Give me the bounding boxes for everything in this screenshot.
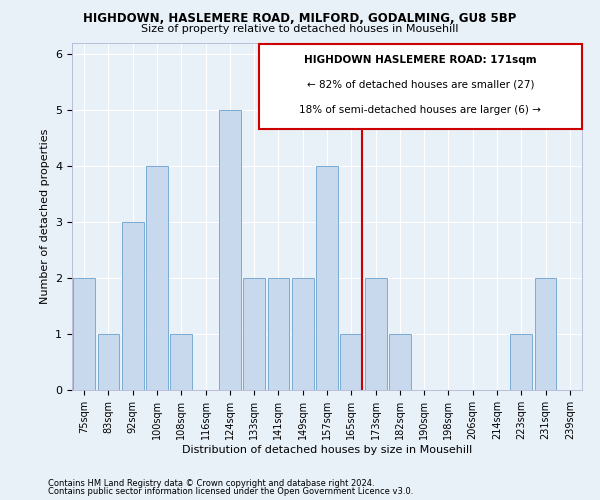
Text: Size of property relative to detached houses in Mousehill: Size of property relative to detached ho… — [141, 24, 459, 34]
Bar — [122, 222, 143, 390]
Bar — [316, 166, 338, 390]
Bar — [170, 334, 192, 390]
Bar — [511, 334, 532, 390]
Bar — [535, 278, 556, 390]
Y-axis label: Number of detached properties: Number of detached properties — [40, 128, 50, 304]
Text: Contains public sector information licensed under the Open Government Licence v3: Contains public sector information licen… — [48, 487, 413, 496]
Bar — [389, 334, 411, 390]
Bar — [340, 334, 362, 390]
FancyBboxPatch shape — [259, 44, 581, 130]
Bar — [97, 334, 119, 390]
Text: 18% of semi-detached houses are larger (6) →: 18% of semi-detached houses are larger (… — [299, 105, 541, 115]
Bar — [146, 166, 168, 390]
Text: HIGHDOWN, HASLEMERE ROAD, MILFORD, GODALMING, GU8 5BP: HIGHDOWN, HASLEMERE ROAD, MILFORD, GODAL… — [83, 12, 517, 26]
Text: Contains HM Land Registry data © Crown copyright and database right 2024.: Contains HM Land Registry data © Crown c… — [48, 478, 374, 488]
Bar — [219, 110, 241, 390]
X-axis label: Distribution of detached houses by size in Mousehill: Distribution of detached houses by size … — [182, 444, 472, 454]
Text: HIGHDOWN HASLEMERE ROAD: 171sqm: HIGHDOWN HASLEMERE ROAD: 171sqm — [304, 56, 536, 66]
Bar — [292, 278, 314, 390]
Bar — [268, 278, 289, 390]
Text: ← 82% of detached houses are smaller (27): ← 82% of detached houses are smaller (27… — [307, 80, 534, 90]
Bar — [365, 278, 386, 390]
Bar — [73, 278, 95, 390]
Bar — [243, 278, 265, 390]
